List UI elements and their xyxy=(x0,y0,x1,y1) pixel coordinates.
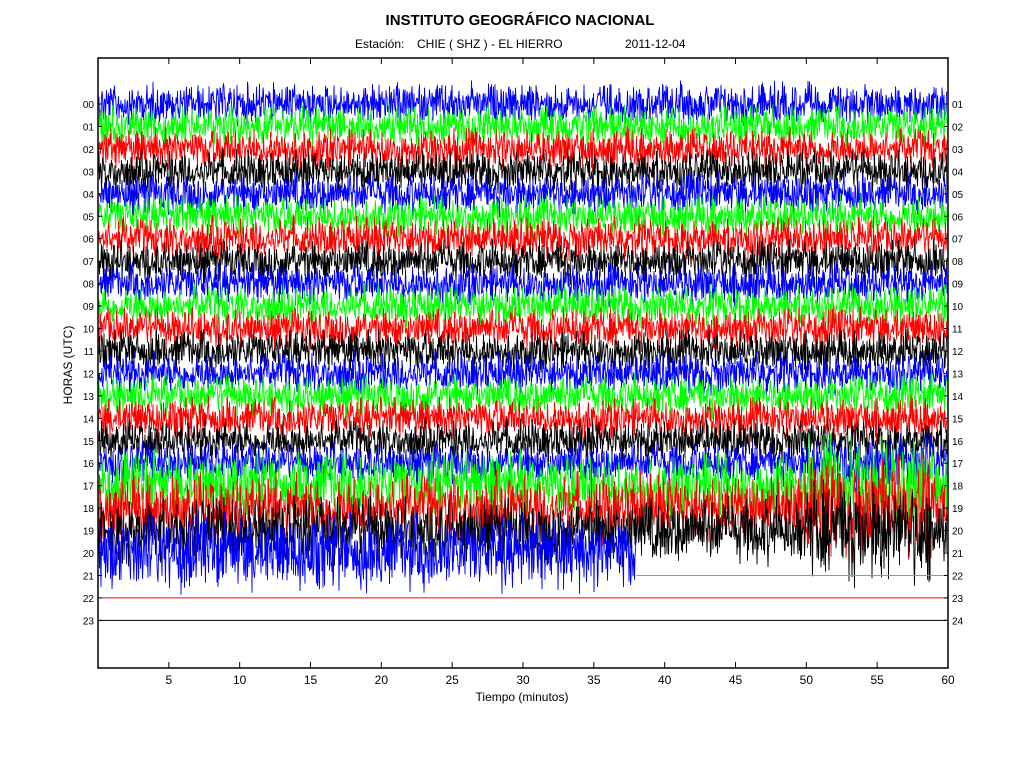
hour-label-right: 01 xyxy=(952,100,964,111)
hour-label-right: 14 xyxy=(952,392,964,403)
trace-hour-13 xyxy=(98,373,948,420)
trace-hour-09 xyxy=(98,282,948,330)
hour-label-right: 24 xyxy=(952,616,964,627)
hour-label-left: 07 xyxy=(83,257,95,268)
x-tick-label: 20 xyxy=(375,673,389,687)
chart-date: 2011-12-04 xyxy=(625,37,686,51)
axes-layer: 5 10 15 20 25 30 35 40 45 50 55 60 00 01 02 03 04 05 06 07 0… xyxy=(83,58,964,687)
x-tick-label: 50 xyxy=(800,673,814,687)
hour-label-right: 07 xyxy=(952,235,964,246)
x-tick-label: 5 xyxy=(165,673,172,687)
trace-hour-04 xyxy=(98,171,948,218)
station-name: CHIE ( SHZ ) - EL HIERRO xyxy=(417,37,563,51)
hour-label-left: 05 xyxy=(83,212,95,223)
hour-label-right: 09 xyxy=(952,280,964,291)
hour-label-right: 16 xyxy=(952,437,964,448)
trace-hour-07 xyxy=(98,238,948,285)
hour-label-left: 17 xyxy=(83,482,95,493)
x-tick-label: 60 xyxy=(941,673,955,687)
hour-label-left: 04 xyxy=(83,190,95,201)
x-tick-label: 30 xyxy=(516,673,530,687)
hour-label-left: 22 xyxy=(83,594,95,605)
trace-hour-01 xyxy=(98,103,948,150)
trace-hour-05 xyxy=(98,193,948,240)
x-tick-label: 40 xyxy=(658,673,672,687)
x-tick-label: 55 xyxy=(870,673,884,687)
hour-label-right: 13 xyxy=(952,369,964,380)
hour-label-left: 00 xyxy=(83,100,95,111)
hour-label-right: 02 xyxy=(952,122,964,133)
hour-label-right: 17 xyxy=(952,459,964,470)
hour-label-left: 15 xyxy=(83,437,95,448)
x-tick-label: 10 xyxy=(233,673,247,687)
trace-hour-08 xyxy=(98,260,948,308)
station-label: Estación: xyxy=(355,37,405,51)
trace-hour-00 xyxy=(98,80,948,128)
hour-label-left: 23 xyxy=(83,616,95,627)
hour-label-left: 10 xyxy=(83,325,95,336)
hour-label-right: 20 xyxy=(952,527,964,538)
hour-label-left: 20 xyxy=(83,549,95,560)
hour-label-left: 14 xyxy=(83,414,95,425)
hour-label-right: 23 xyxy=(952,594,964,605)
hour-label-left: 16 xyxy=(83,459,95,470)
hour-label-left: 18 xyxy=(83,504,95,515)
hour-label-right: 21 xyxy=(952,549,964,560)
trace-hour-02 xyxy=(98,125,948,173)
hour-label-right: 08 xyxy=(952,257,964,268)
trace-hour-14 xyxy=(98,395,948,442)
hour-label-left: 21 xyxy=(83,571,95,582)
trace-hour-11 xyxy=(98,327,948,375)
hour-label-left: 03 xyxy=(83,167,95,178)
hour-label-right: 03 xyxy=(952,145,964,156)
hour-label-right: 18 xyxy=(952,482,964,493)
hour-label-right: 15 xyxy=(952,414,964,425)
hour-label-right: 22 xyxy=(952,571,964,582)
hour-label-left: 09 xyxy=(83,302,95,313)
hour-label-left: 19 xyxy=(83,527,95,538)
hour-label-left: 06 xyxy=(83,235,95,246)
trace-hour-16 xyxy=(98,432,948,498)
hour-label-left: 13 xyxy=(83,392,95,403)
x-tick-label: 45 xyxy=(729,673,743,687)
hour-label-right: 05 xyxy=(952,190,964,201)
x-axis-label: Tiempo (minutos) xyxy=(475,690,569,704)
trace-hour-12 xyxy=(98,349,948,397)
trace-hour-20 xyxy=(98,510,637,595)
hour-label-right: 19 xyxy=(952,504,964,515)
hour-label-right: 06 xyxy=(952,212,964,223)
hour-label-right: 11 xyxy=(952,325,963,336)
hour-label-left: 11 xyxy=(84,347,95,358)
hour-label-left: 12 xyxy=(83,369,95,380)
chart-title: INSTITUTO GEOGRÁFICO NACIONAL xyxy=(385,12,655,29)
hour-label-right: 10 xyxy=(952,302,964,313)
hour-label-left: 08 xyxy=(83,280,95,291)
trace-layer xyxy=(98,80,948,621)
x-tick-label: 25 xyxy=(445,673,459,687)
hour-label-left: 02 xyxy=(83,145,95,156)
x-tick-label: 15 xyxy=(304,673,318,687)
hour-label-left: 01 xyxy=(83,122,95,133)
x-tick-label: 35 xyxy=(587,673,601,687)
hour-label-right: 04 xyxy=(952,167,964,178)
hour-label-right: 12 xyxy=(952,347,964,358)
trace-hour-15 xyxy=(98,417,948,465)
